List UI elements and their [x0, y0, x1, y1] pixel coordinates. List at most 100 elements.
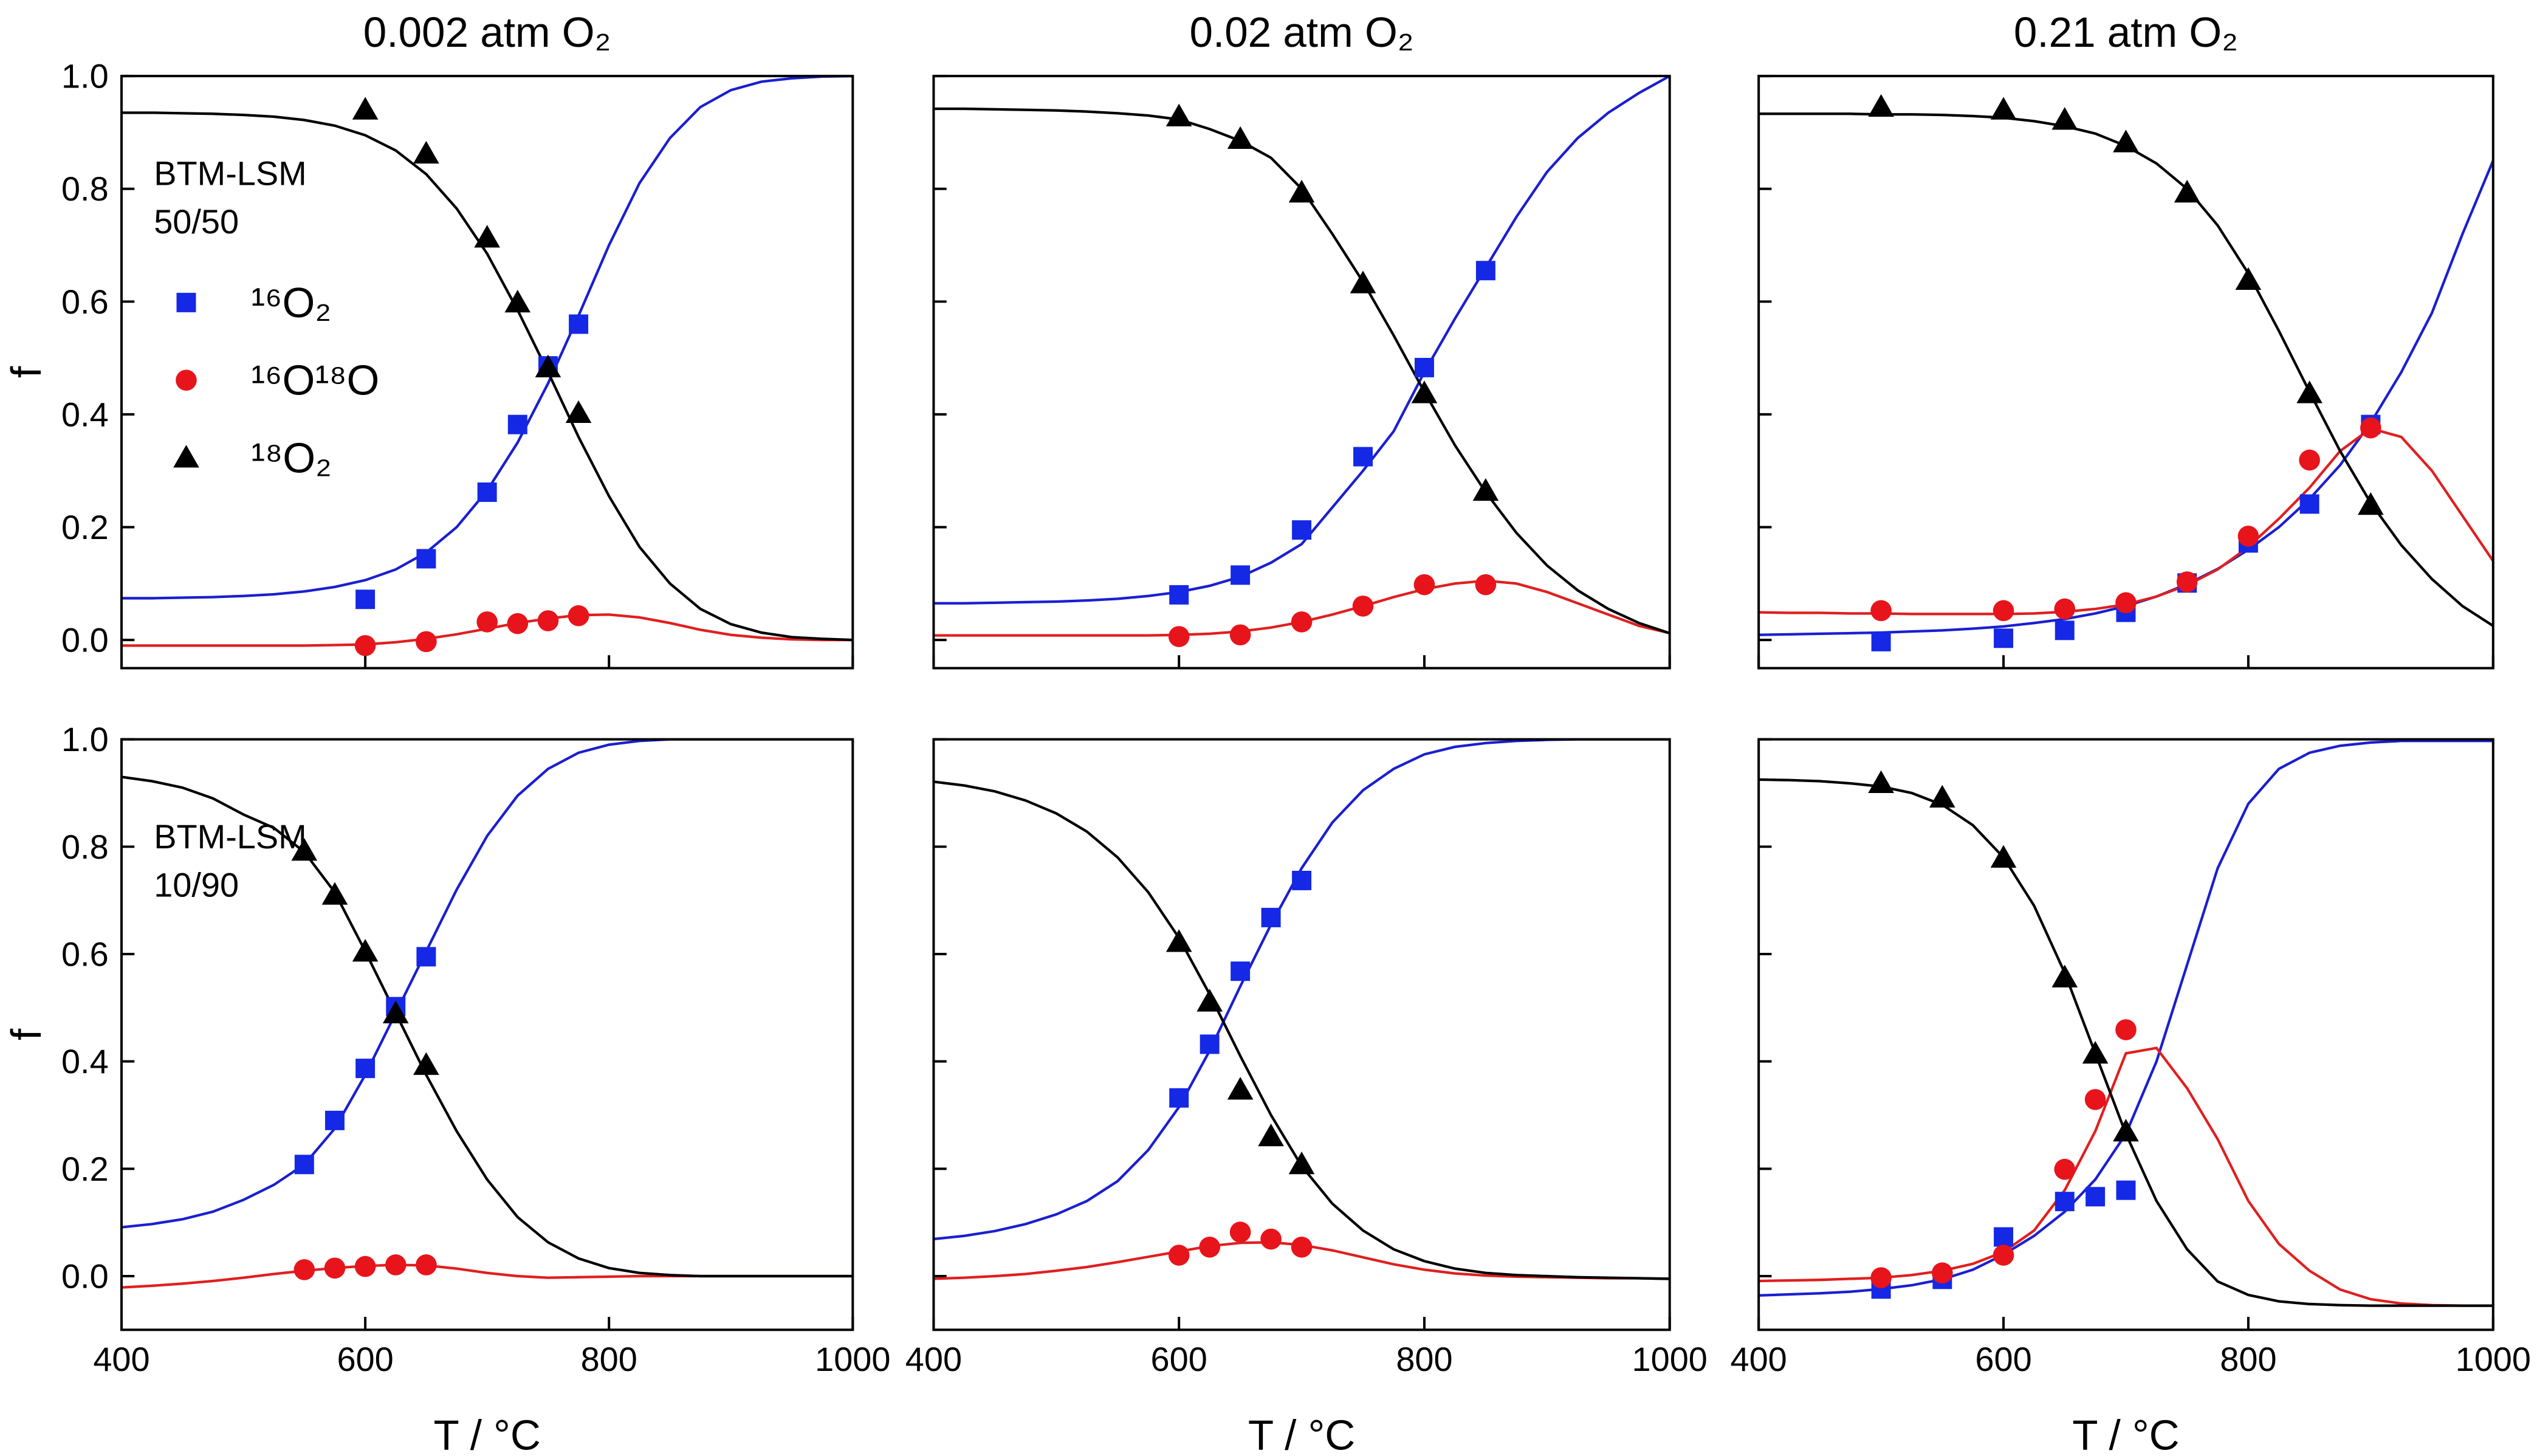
square-marker: [507, 414, 527, 434]
plot-frame: [1757, 75, 2494, 670]
square-marker: [2086, 1187, 2106, 1207]
triangle-marker: [2174, 179, 2200, 203]
circle-marker: [1993, 600, 2014, 622]
circle-marker: [1168, 1245, 1190, 1266]
square-marker: [2116, 1180, 2136, 1200]
square-marker: [1353, 447, 1373, 467]
square-marker: [2055, 620, 2075, 640]
circle-marker: [2299, 449, 2320, 471]
annotation: 50/50: [154, 202, 239, 241]
legend-label: ¹⁸O₂: [251, 434, 332, 481]
circle-marker: [294, 1259, 315, 1280]
panel: T / °C 400 600 800 1000: [905, 738, 1708, 1456]
triangle-marker: [2113, 1119, 2139, 1142]
x-tick-label: 400: [905, 1340, 962, 1378]
triangle-marker: [2358, 492, 2384, 515]
panel: 0.002 atm O₂ f BTM-LSM 50/50 0.0 0.2 0.4 0.6 0.8…: [2, 9, 854, 670]
annotation: 10/90: [154, 866, 239, 904]
square-marker: [1231, 961, 1251, 981]
triangle-marker: [2235, 267, 2262, 290]
x-tick-label: 600: [1975, 1340, 2031, 1378]
circle-marker: [1993, 1245, 2014, 1266]
panel: T / °C 400 600 800 1000: [1731, 738, 2531, 1456]
panel: 0.21 atm O₂: [1757, 9, 2494, 670]
x-tick-label: 600: [337, 1340, 393, 1378]
circle-marker: [1352, 596, 1374, 617]
triangle-marker: [2051, 107, 2078, 130]
circle-marker: [1870, 1267, 1892, 1288]
circle-marker: [1168, 626, 1190, 647]
curves: [933, 76, 1670, 637]
triangle-marker: [474, 225, 500, 248]
y-tick-label: 1.0: [61, 720, 109, 758]
panel: T / °C f BTM-LSM 10/90 0.0 0.2 0.4 0.6 0.8 1.0 400…: [2, 720, 891, 1456]
square-marker: [1292, 870, 1312, 890]
square-marker: [477, 482, 497, 502]
square-marker: [294, 1155, 314, 1175]
triangle-marker: [1258, 1124, 1284, 1147]
x-axis-label: T / °C: [2072, 1411, 2179, 1456]
triangle-marker: [2051, 964, 2078, 987]
curves: [1759, 112, 2493, 636]
circle-marker: [476, 611, 498, 633]
square-marker: [1231, 565, 1251, 585]
triangle-marker: [291, 838, 318, 861]
y-tick-label: 0.6: [61, 935, 109, 973]
circle-marker: [568, 605, 589, 627]
circle-marker: [2054, 598, 2076, 620]
triangle-marker: [352, 939, 379, 962]
circle-marker: [416, 1254, 437, 1276]
square-marker: [1169, 1088, 1189, 1108]
x-tick-label: 800: [581, 1340, 637, 1378]
circle-marker: [1229, 624, 1251, 646]
square-marker: [569, 314, 589, 334]
square-marker: [176, 292, 196, 312]
square-marker: [324, 1110, 345, 1130]
circle-marker: [176, 369, 197, 391]
triangle-marker: [1166, 103, 1192, 126]
triangle-marker: [1196, 989, 1223, 1012]
triangle-marker: [565, 400, 592, 424]
panel: 0.02 atm O₂: [932, 9, 1671, 670]
square-marker: [1871, 631, 1891, 651]
fit-curve: [1759, 1046, 2493, 1307]
legend-label: ¹⁶O¹⁸O: [251, 357, 379, 404]
triangle-marker: [1990, 97, 2017, 120]
y-tick-label: 0.6: [61, 283, 109, 321]
x-tick-label: 400: [93, 1340, 149, 1378]
square-marker: [355, 1059, 376, 1079]
triangle-marker: [2113, 129, 2139, 153]
plot-frame: [932, 738, 1671, 1331]
square-marker: [1414, 357, 1434, 377]
x-tick-label: 1000: [2456, 1340, 2531, 1378]
x-axis-label: T / °C: [433, 1411, 540, 1456]
triangle-marker: [413, 140, 439, 164]
x-tick-label: 600: [1151, 1340, 1207, 1378]
square-marker: [1169, 585, 1189, 605]
y-tick-label: 0.4: [61, 395, 109, 433]
triangle-marker: [1868, 94, 1894, 117]
triangle-marker: [1350, 270, 1376, 294]
fit-curve: [121, 775, 853, 1278]
x-tick-label: 800: [1396, 1340, 1452, 1378]
fit-curve: [1759, 112, 2493, 627]
plot-frame: [120, 738, 854, 1331]
y-tick-label: 0.0: [61, 1257, 109, 1296]
y-tick-label: 0.0: [61, 621, 109, 659]
triangle-marker: [382, 1000, 409, 1024]
square-marker: [2055, 1192, 2075, 1212]
plot-frame: [1757, 738, 2494, 1331]
square-marker: [416, 947, 436, 967]
triangle-marker: [1288, 179, 1315, 203]
triangle-marker: [2296, 380, 2322, 403]
triangle-marker: [352, 97, 379, 120]
fit-curve: [1759, 740, 2493, 1297]
square-marker: [2299, 494, 2319, 514]
triangle-marker: [1411, 380, 1438, 403]
circle-marker: [1229, 1221, 1251, 1243]
x-tick-label: 1000: [1632, 1340, 1708, 1378]
circle-marker: [1291, 1237, 1313, 1258]
x-axis-label: T / °C: [1248, 1411, 1355, 1456]
